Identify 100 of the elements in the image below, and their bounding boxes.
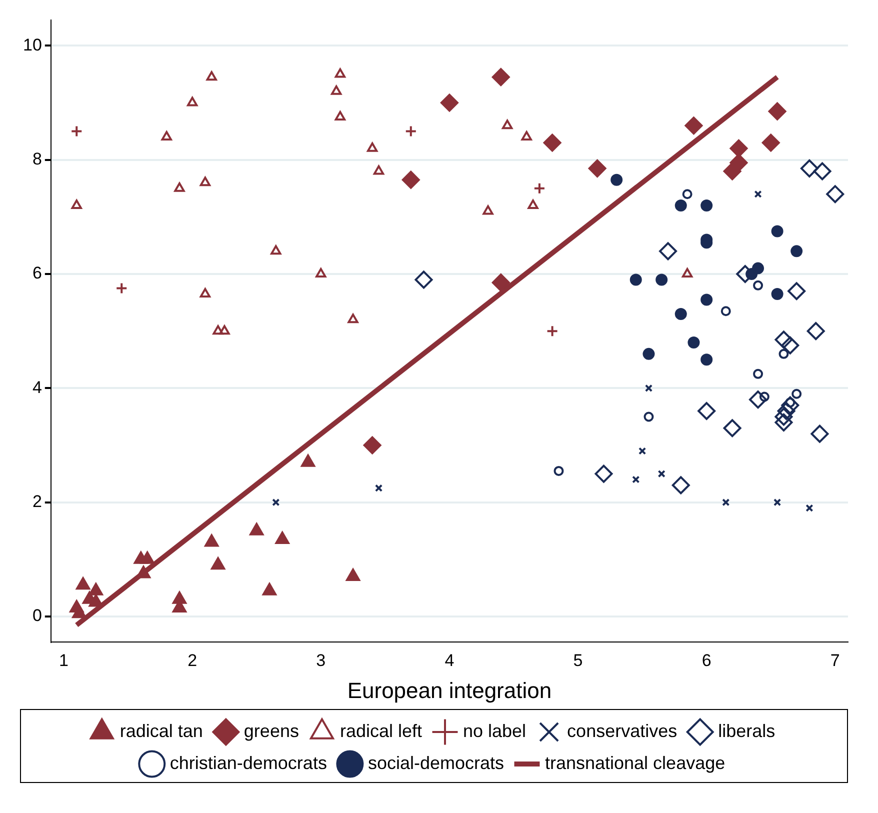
point [642,348,655,360]
point [749,390,768,409]
point [700,294,713,306]
point [771,288,784,300]
point [200,288,211,298]
x-tick-label: 1 [59,651,68,670]
point [688,336,700,349]
point [773,498,782,506]
point [800,159,818,178]
point [638,447,646,455]
point [806,504,814,512]
point [206,71,217,81]
point [219,325,230,335]
x-axis-title: European integration [347,678,552,703]
point [502,120,513,130]
point [674,200,687,212]
legend-label: no label [463,720,526,741]
point [554,466,564,476]
x-tick-label: 2 [188,651,198,670]
point [204,534,219,547]
point [374,484,383,492]
point [698,402,716,420]
point [682,189,692,200]
point [752,262,764,274]
point [768,102,786,120]
point [700,200,713,212]
point [348,314,358,324]
x-tick-label: 4 [444,651,454,670]
point [300,454,316,467]
point [76,577,90,590]
point [720,306,731,316]
y-tick-label: 8 [32,150,42,169]
point [187,96,198,106]
point [588,159,606,178]
point [70,125,83,138]
point [346,568,360,582]
point [790,245,803,258]
point [546,325,558,338]
legend-label: transnational cleavage [544,752,726,773]
point [212,325,224,335]
point [250,522,264,536]
point [730,154,748,172]
y-tick-label: 0 [32,606,42,626]
point [682,268,693,278]
x-tick-label: 7 [830,651,840,670]
point [330,85,342,95]
legend-label: conservatives [567,720,678,741]
point [440,94,458,112]
point [88,594,103,607]
point [774,413,793,432]
point [781,396,800,414]
point [644,384,653,392]
point [723,419,742,438]
point [774,330,793,349]
point [792,388,802,399]
point [116,282,128,294]
legend-label: radical left [340,720,422,741]
point [659,242,678,260]
point [778,348,789,359]
point [774,408,793,426]
y-tick-label: 10 [22,35,42,54]
point [272,498,280,506]
y-tick-label: 4 [32,378,42,397]
point [754,190,762,198]
point [402,170,420,189]
point [753,368,764,379]
point [630,274,642,286]
point [521,131,532,141]
point [644,412,654,422]
point [753,280,764,290]
point [174,182,185,192]
point [777,402,796,420]
point [762,134,780,152]
point [482,205,494,215]
point [334,111,346,121]
y-tick-label: 2 [32,492,42,512]
point [373,165,384,175]
point [136,566,151,578]
point [275,531,290,544]
point [826,185,844,204]
point [610,174,623,186]
point [316,268,326,278]
x-tick-label: 6 [702,651,712,670]
point [270,245,282,255]
point [71,200,82,210]
point [528,200,538,210]
legend-label: liberals [718,720,776,741]
y-tick-label: 6 [32,264,42,283]
point [414,270,433,289]
point [658,470,666,478]
point [674,308,687,320]
point [492,68,510,86]
legend-label: social-democrats [368,752,504,773]
point [210,557,226,570]
point [200,176,211,186]
point [88,582,103,596]
point [684,116,703,135]
point [262,582,277,596]
point [806,322,825,340]
point [404,125,417,138]
